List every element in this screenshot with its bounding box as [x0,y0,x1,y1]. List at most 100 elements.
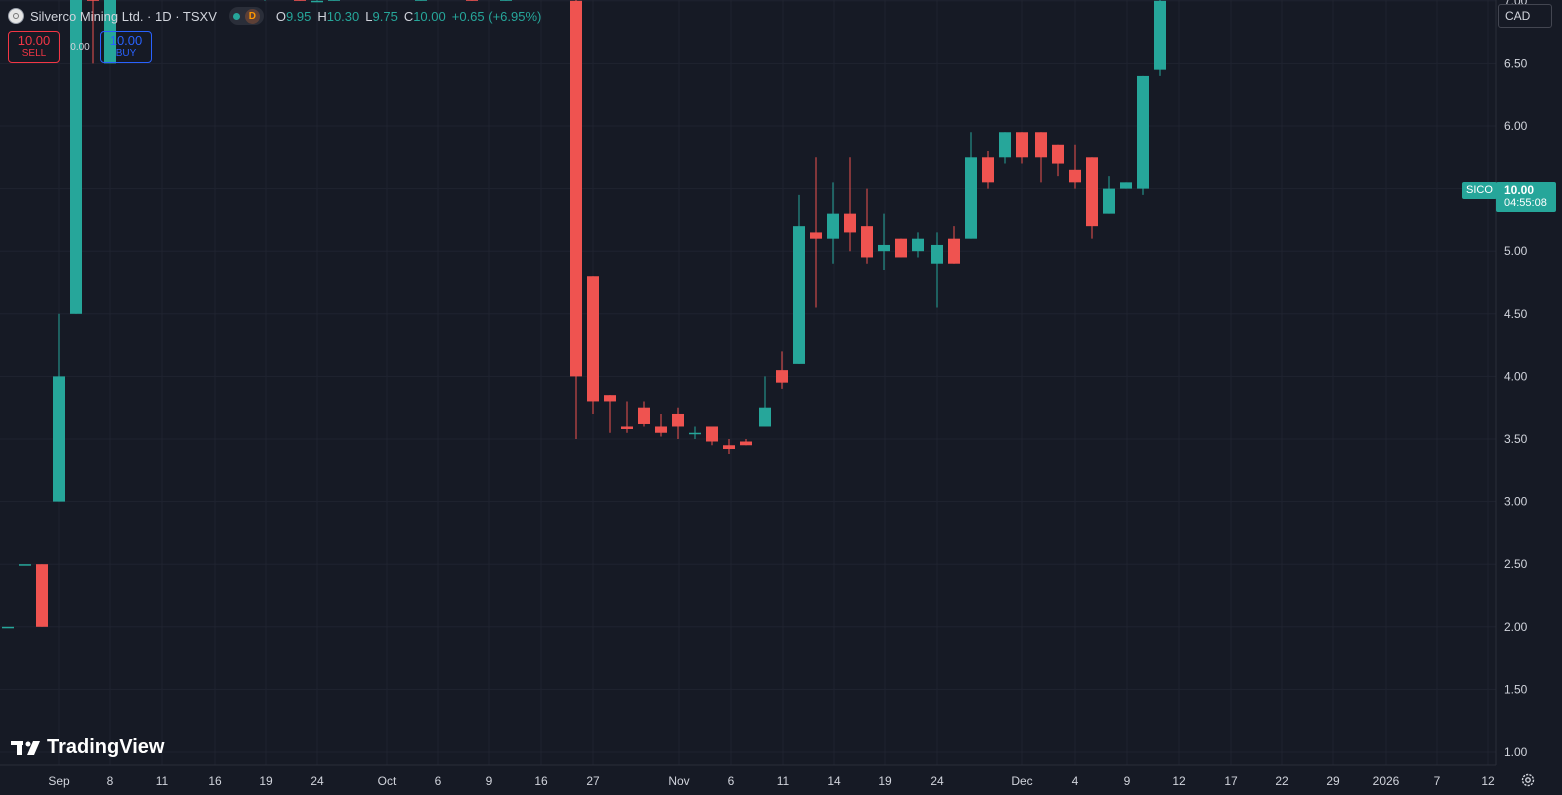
last-price-value: 10.00 [1504,183,1535,197]
time-tick-label: 24 [310,774,324,788]
candle-body [776,370,788,383]
candle-body [500,0,512,1]
bar-countdown: 04:55:08 [1504,197,1547,209]
high-value: 10.30 [326,8,360,24]
candle[interactable] [810,157,822,308]
price-axis[interactable]: 12.5012.0011.5011.0010.5010.009.509.008.… [1504,0,1534,759]
time-tick-label: 11 [777,774,790,788]
candle[interactable] [759,376,771,427]
candle[interactable] [948,226,960,264]
candle[interactable] [793,194,805,364]
candle[interactable] [895,238,907,258]
tradingview-logo[interactable]: TradingView [11,736,164,759]
candle-body [328,0,340,1]
candle-body [931,244,943,264]
candle[interactable] [982,151,994,189]
time-tick-label: 19 [259,774,273,788]
candle[interactable] [912,232,924,258]
symbol-price-tag: SICO [1462,182,1497,199]
price-tick-label: 3.50 [1504,432,1528,446]
time-tick-label: 14 [827,774,841,788]
candle[interactable] [1035,132,1047,183]
candle[interactable] [965,132,977,239]
candle[interactable] [587,276,599,414]
candle[interactable] [931,232,943,308]
candle-body [759,407,771,427]
candle[interactable] [36,564,48,627]
candle[interactable] [19,564,31,566]
candle-body [638,407,650,424]
time-tick-label: 16 [208,774,222,788]
time-tick-label: 2026 [1373,774,1400,788]
candle[interactable] [689,426,701,439]
candle-body [19,564,31,566]
candle[interactable] [1137,75,1149,195]
time-tick-label: 9 [1124,774,1131,788]
candle[interactable] [2,626,14,629]
candle[interactable] [621,401,633,433]
candle[interactable] [604,395,616,433]
price-tick-label: 5.00 [1504,244,1528,258]
time-tick-label: 29 [1326,774,1340,788]
candle-body [570,0,582,377]
candle[interactable] [827,182,839,264]
candle[interactable] [999,132,1011,164]
candle[interactable] [294,0,306,1]
candle[interactable] [1120,182,1132,189]
candle-body [1103,188,1115,214]
candle-body [912,238,924,252]
candle[interactable] [706,426,718,446]
buy-button[interactable]: 10.00 BUY [100,31,152,63]
candle[interactable] [70,0,82,314]
candle[interactable] [776,351,788,389]
time-tick-label: 9 [486,774,493,788]
candle[interactable] [570,0,582,439]
candle[interactable] [723,439,735,455]
time-axis[interactable]: Sep 8 11 16 19 24 Oct 6 9 16 27 Nov 6 11 14 19 24 Dec 4 9 12… [48,774,1495,788]
sell-button[interactable]: 10.00 SELL [8,31,60,63]
candle[interactable] [500,0,512,1]
candle[interactable] [311,0,323,3]
candle[interactable] [1103,176,1115,214]
candle[interactable] [740,439,752,446]
candle-body [621,426,633,429]
candle[interactable] [328,0,340,1]
candle-body [965,157,977,239]
symbol-title[interactable]: Silverco Mining Ltd. · 1D · TSXV [30,8,217,24]
candle[interactable] [655,413,667,437]
candle[interactable] [878,213,890,270]
candle[interactable] [415,0,427,1]
candle-body [587,276,599,402]
market-status-pill[interactable]: D [228,7,264,25]
candle[interactable] [1154,0,1166,76]
candle-body [70,0,82,314]
candle[interactable] [1052,144,1064,177]
close-label: C [403,8,414,24]
candle-body [1016,132,1028,158]
time-tick-label: Oct [378,774,397,788]
candle[interactable] [638,401,650,427]
candle[interactable] [1016,132,1028,164]
close-value: 10.00 [413,8,446,24]
legend-header: Silverco Mining Ltd. · 1D · TSXV D O 9.95… [8,5,541,27]
candle[interactable] [861,188,873,264]
time-tick-label: 19 [878,774,892,788]
candle[interactable] [1069,144,1081,189]
candle[interactable] [87,0,99,64]
buy-price: 10.00 [109,33,143,48]
candle[interactable] [466,0,478,1]
candle[interactable] [53,313,65,502]
currency-selector[interactable]: CAD [1498,4,1552,28]
candle[interactable] [844,157,856,252]
candle[interactable] [1086,157,1098,239]
settings-button[interactable] [1519,771,1537,789]
candle-body [311,0,323,3]
candle-body [689,432,701,435]
candle[interactable] [672,407,684,439]
candle-body [861,226,873,258]
delayed-badge[interactable]: D [244,8,260,24]
time-tick-label: 7 [1434,774,1441,788]
candle-body [948,238,960,264]
candle-body [1069,169,1081,183]
